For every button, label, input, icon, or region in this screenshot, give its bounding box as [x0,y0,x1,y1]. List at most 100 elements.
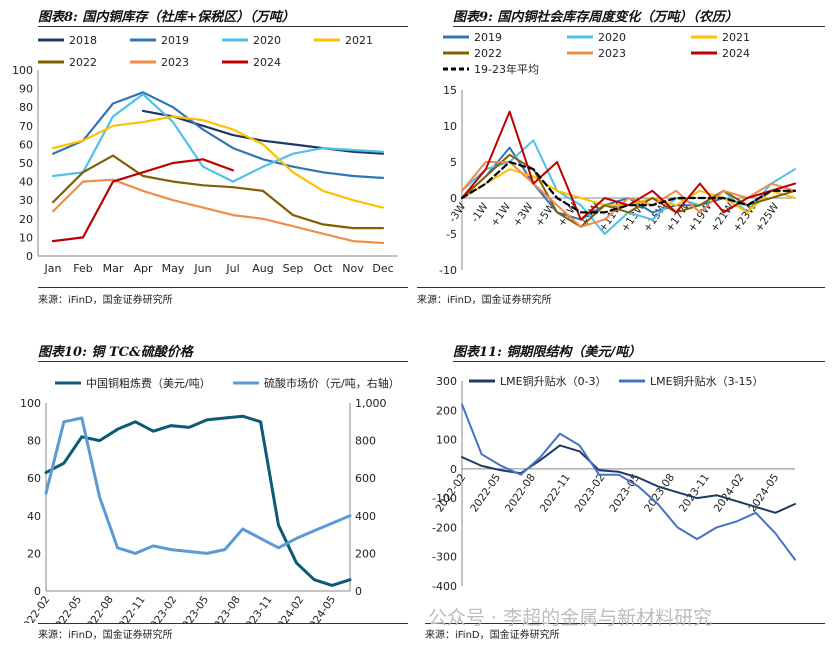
chart-8-series-line-3 [51,93,385,183]
chart-10-source: 来源：iFinD，国金证券研究所 [38,630,173,641]
chart-11-y-tick-label: -300 [432,551,457,564]
chart-8-series-line-7 [51,158,235,243]
chart-10-x-tick-label: 2023-08 [208,594,243,623]
chart-9-x-tick-label: +1W [489,200,514,229]
chart-9-series-line-5 [461,161,796,228]
chart-8-y-tick-label: 70 [19,120,33,133]
chart-10-x-tick-label: 2023-11 [240,594,275,623]
chart-10-y-tick-label: 20 [27,547,41,560]
chart-9-y-tick-label: -5 [446,228,457,241]
chart-9-x-tick-label: +5W [533,200,558,229]
chart-11-x-tick-label: 2024-05 [746,472,781,515]
chart-9-legend-label-3: 2021 [722,31,750,44]
chart-11-y-tick-label: -200 [432,521,457,534]
chart-8-y-tick-label: 0 [26,250,33,263]
chart-8-y-tick-label: 20 [19,213,33,226]
panel-chart-8: 图表8: 国内铜库存（社库+保税区）（万吨） 0 10 20 30 40 50 60 70 80… [0,0,410,310]
chart-10-y-tick-label: 80 [27,435,41,448]
chart-8-series-line-2 [51,91,385,179]
chart-8-legend-label-1: 2018 [69,34,97,47]
chart-9-x-tick-label: +3W [511,200,536,229]
chart-9-series-line-4 [461,153,796,228]
chart-8-y-tick-label: 10 [19,231,33,244]
chart-8-series-line-4 [51,115,385,209]
chart-10-y2-tick-label: 800 [355,435,376,448]
chart-10-legend-label-1: 中国铜粗炼费（美元/吨） [86,376,211,390]
chart-10-series-line-1 [44,414,352,587]
chart-9-legend-label-1: 2019 [474,31,502,44]
chart-9-y-tick-label: 10 [443,120,457,133]
chart-9-title-rule [453,26,825,27]
chart-8-x-tick-label: May [162,262,185,275]
panel-chart-9: 图表9: 国内铜社会库存周度变化（万吨）（农历） -10 -5 0 5 10 15 -3W -… [415,0,832,310]
chart-8-legend-label-5: 2022 [69,56,97,69]
chart-11-title-rule [453,361,825,362]
chart-8-series-line-1 [141,109,385,155]
chart-10-x-tick-label: 2023-05 [176,594,211,623]
chart-9-x-tick-label: +25W [753,200,782,234]
chart-8-source-rule [38,287,408,288]
chart-8-plot: 0 10 20 30 40 50 60 70 80 90 100 Jan Feb Mar Apr May Jun… [12,34,398,275]
chart-10-y2-tick-label: 200 [355,547,376,560]
chart-10-series-line-2 [44,416,352,555]
chart-10-x-tick-label: 2023-02 [144,594,179,623]
chart-9-legend-label-5: 2023 [598,47,626,60]
chart-9-y-tick-label: 5 [450,156,457,169]
chart-11-source-rule [425,623,825,624]
chart-8-y-tick-label: 30 [19,194,33,207]
chart-10-y2-tick-label: 400 [355,510,376,523]
chart-10-x-tick-label: 2022-02 [17,594,52,623]
chart-10-plot: 02040608010002004006008001,0002022-02202… [17,376,399,623]
chart-9-x-tick-label: -1W [469,200,491,224]
chart-11-legend-label-2: LME铜升贴水（3-15） [650,374,764,388]
chart-8-legend-label-6: 2023 [161,56,189,69]
chart-11-title: 图表11: 铜期限结构（美元/吨） [453,345,642,360]
chart-11-x-tick-label: 2022-11 [538,472,573,515]
chart-8-y-tick-label: 90 [19,83,33,96]
chart-11-source: 来源：iFinD，国金证券研究所 [425,630,560,641]
watermark: 公众号 · 李超的金属与新材料研究 [428,607,713,629]
chart-8-legend-label-4: 2021 [345,34,373,47]
chart-8-series-line-5 [51,154,385,230]
chart-8-y-tick-label: 40 [19,176,33,189]
chart-10-y-tick-label: 40 [27,510,41,523]
chart-10-x-tick-label: 2022-08 [81,594,116,623]
chart-8-x-tick-label: Jun [193,262,211,275]
chart-8-legend-label-7: 2024 [253,56,281,69]
chart-8-x-tick-label: Feb [73,262,92,275]
chart-9-legend-label-4: 2022 [474,47,502,60]
chart-11-y-tick-label: 200 [436,404,457,417]
panel-chart-11: 图表11: 铜期限结构（美元/吨） -400 -300 -200 -100 0 100 20… [415,335,832,649]
chart-8-legend-label-3: 2020 [253,34,281,47]
chart-9-source: 来源：iFinD，国金证券研究所 [417,295,552,306]
chart-11-x-tick-label: 2022-08 [503,472,538,515]
chart-9-legend-label-6: 2024 [722,47,750,60]
chart-8-x-tick-label: Mar [103,262,124,275]
chart-10-y-tick-label: 100 [20,397,41,410]
chart-11-y-tick-label: 300 [436,375,457,388]
chart-8-title-rule [38,26,408,27]
chart-8-series-line-6 [51,178,385,245]
chart-8-x-tick-label: Aug [252,262,273,275]
chart-8-x-tick-label: Jul [225,262,239,275]
chart-10-y-tick-label: 60 [27,472,41,485]
chart-8-y-tick-label: 100 [12,64,33,77]
chart-9-title: 图表9: 国内铜社会库存周度变化（万吨）（农历） [453,10,738,25]
chart-10-x-tick-label: 2022-05 [49,594,84,623]
chart-10-x-tick-label: 2024-02 [271,594,306,623]
chart-11-x-tick-label: 2023-02 [573,472,608,515]
chart-9-y-tick-label: -10 [439,264,457,277]
chart-9-source-rule [417,287,825,288]
chart-8-y-tick-label: 50 [19,157,33,170]
chart-10-x-tick-label: 2022-11 [113,594,148,623]
chart-8-source: 来源：iFinD，国金证券研究所 [38,295,173,306]
chart-11-y-tick-label: 0 [450,463,457,476]
chart-8-x-tick-label: Jan [44,262,62,275]
chart-8-x-tick-label: Dec [372,262,393,275]
chart-11-x-tick-label: 2024-02 [712,472,747,515]
chart-8-x-tick-label: Sep [283,262,304,275]
chart-11-x-tick-label: 2023-08 [642,472,677,515]
chart-11-legend-label-1: LME铜升贴水（0-3） [500,374,607,388]
chart-9-y-tick-label: 0 [450,192,457,205]
